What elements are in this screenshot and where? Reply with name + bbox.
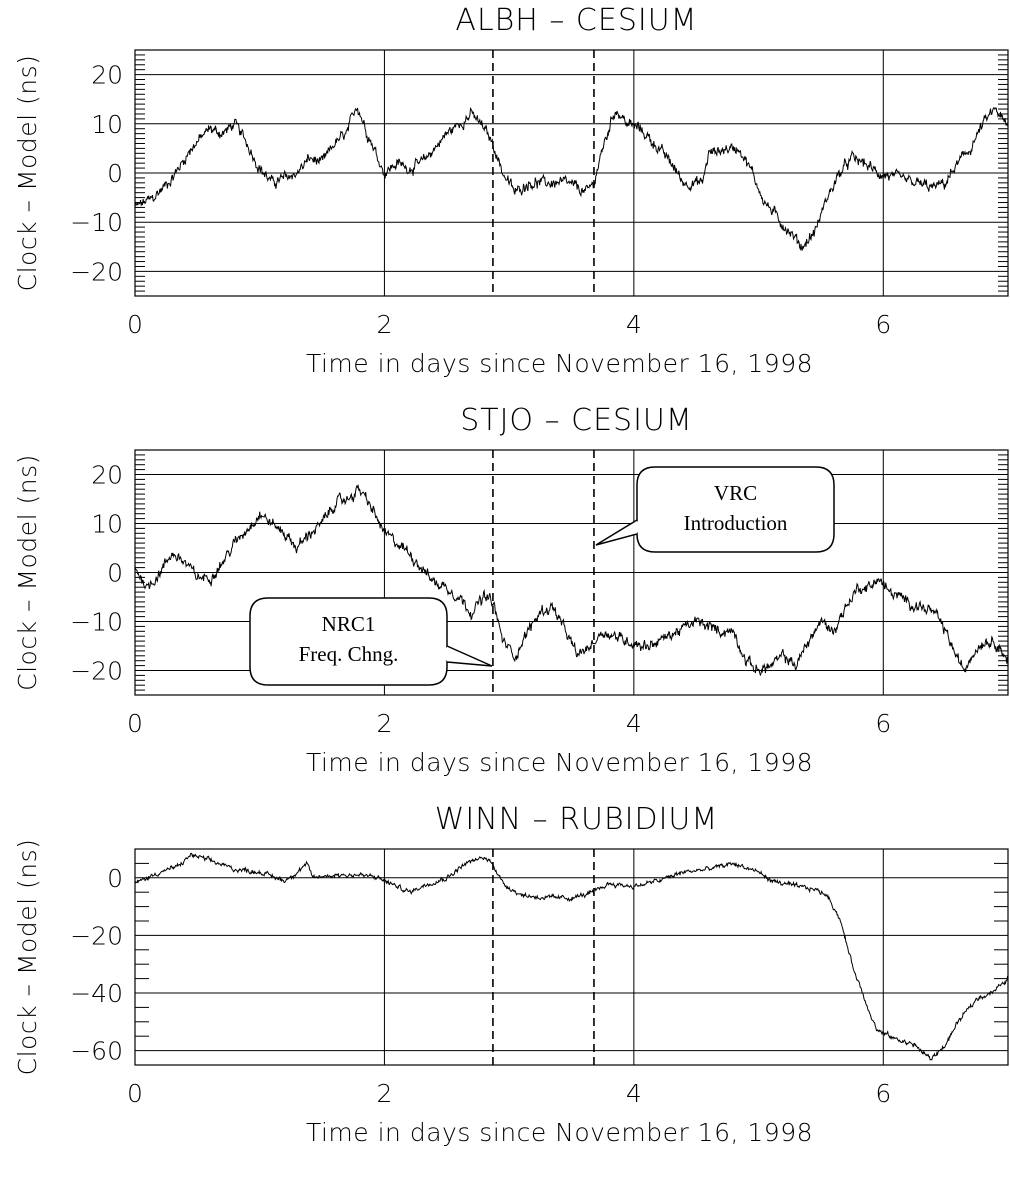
plot-frame — [134, 848, 1009, 1066]
x-tick-label: 0 — [127, 709, 143, 738]
x-tick-label: 2 — [376, 709, 392, 738]
data-series-line — [135, 852, 1008, 1061]
plot-frame — [134, 49, 1009, 297]
y-tick-label: 10 — [91, 110, 123, 139]
y-tick-label: −20 — [70, 921, 123, 950]
y-tick-label: −60 — [70, 1037, 123, 1066]
x-tick-label: 6 — [875, 709, 891, 738]
data-series-line — [135, 106, 1008, 252]
y-tick-label: 20 — [91, 61, 123, 90]
callout-box — [636, 466, 835, 553]
x-tick-label: 6 — [875, 310, 891, 339]
y-tick-label: −20 — [70, 657, 123, 686]
x-tick-label: 6 — [875, 1079, 891, 1108]
panel-3: WINN – RUBIDIUM −60 −40 −20 0 0 2 4 6 Time in day… — [13, 802, 1009, 1147]
y-tick-label: −10 — [70, 608, 123, 637]
y-axis-label: Clock – Model (ns) — [13, 839, 42, 1076]
chart-title: STJO – CESIUM — [460, 403, 693, 438]
x-tick-label: 4 — [626, 1079, 642, 1108]
y-tick-label: 0 — [107, 559, 123, 588]
callout-pointer — [446, 645, 493, 667]
panel-1: ALBH – CESIUM −20 −10 0 10 20 0 2 4 6 Time in days… — [13, 3, 1009, 378]
x-tick-label: 2 — [376, 1079, 392, 1108]
x-tick-label: 0 — [127, 1079, 143, 1108]
x-tick-label: 0 — [127, 310, 143, 339]
x-axis-label: Time in days since November 16, 1998 — [306, 748, 813, 777]
plot-frame — [134, 449, 1009, 696]
x-axis-label: Time in days since November 16, 1998 — [306, 1118, 813, 1147]
y-axis-label: Clock – Model (ns) — [13, 454, 42, 691]
callout-text-line: Freq. Chng. — [299, 642, 399, 666]
x-tick-label: 4 — [626, 310, 642, 339]
callout-text-line: NRC1 — [322, 612, 376, 636]
callout-box — [249, 597, 448, 686]
chart-title: WINN – RUBIDIUM — [435, 802, 719, 837]
y-tick-label: −20 — [70, 257, 123, 286]
panel-2: STJO – CESIUM −20 −10 0 10 20 0 2 4 6 Time in days… — [13, 403, 1009, 777]
x-axis-label: Time in days since November 16, 1998 — [306, 349, 813, 378]
y-tick-label: −40 — [70, 979, 123, 1008]
callout-2: NRC1 Freq. Chng. — [249, 597, 493, 686]
y-tick-label: 0 — [107, 864, 123, 893]
callout-text-line: Introduction — [684, 511, 788, 535]
chart-title: ALBH – CESIUM — [455, 3, 697, 38]
callout-1: VRC Introduction — [595, 466, 835, 553]
y-tick-label: 0 — [107, 159, 123, 188]
callout-pointer — [595, 519, 638, 546]
y-tick-label: −10 — [70, 208, 123, 237]
x-tick-label: 2 — [376, 310, 392, 339]
x-tick-label: 4 — [626, 709, 642, 738]
callout-text-line: VRC — [714, 481, 757, 505]
y-tick-label: 10 — [91, 510, 123, 539]
data-series-line — [135, 483, 1008, 677]
y-tick-label: 20 — [91, 461, 123, 490]
y-axis-label: Clock – Model (ns) — [13, 55, 42, 292]
